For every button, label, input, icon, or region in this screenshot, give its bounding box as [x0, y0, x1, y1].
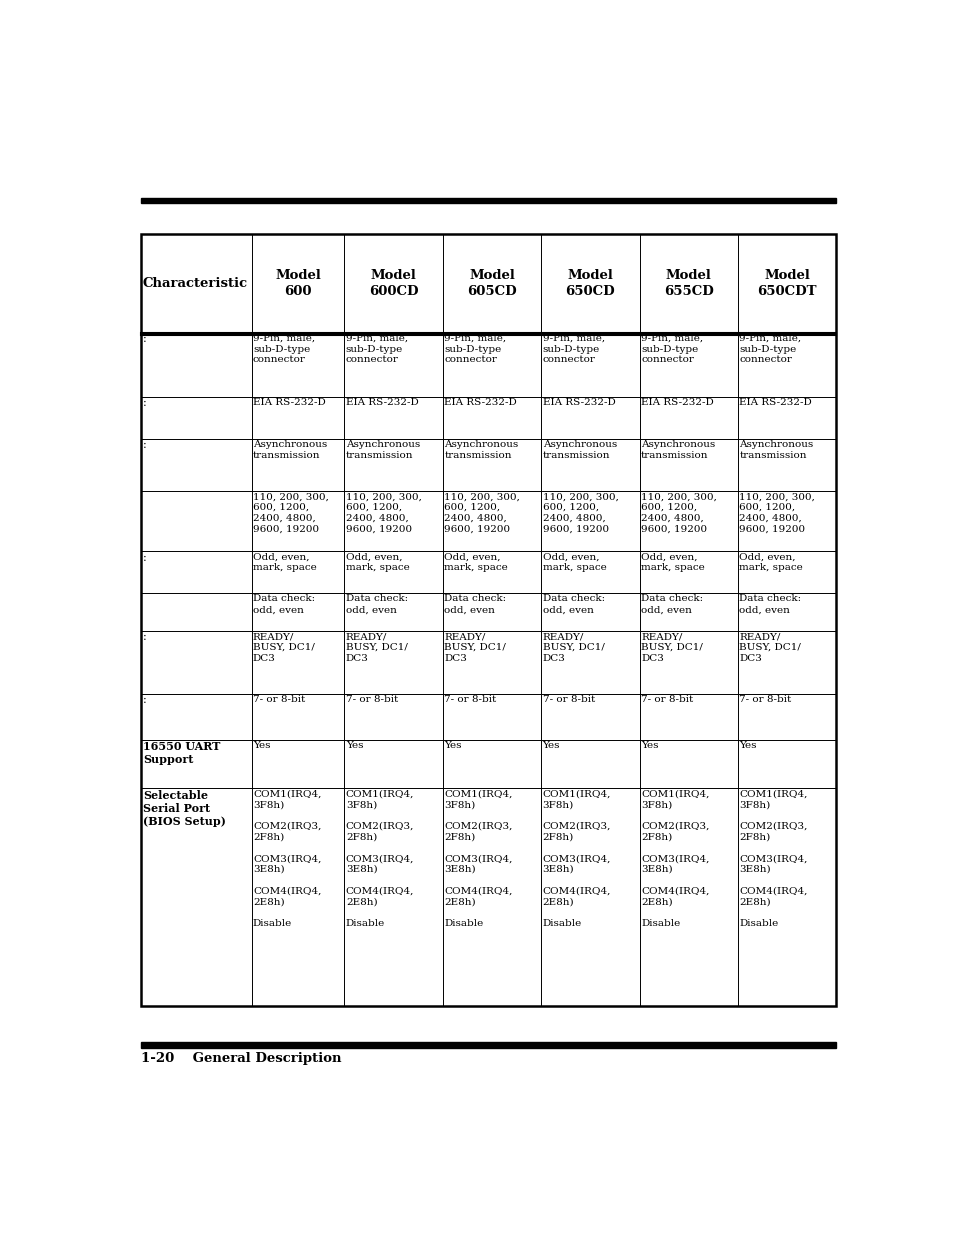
- Text: Yes: Yes: [345, 741, 363, 750]
- Text: Model
650CD: Model 650CD: [565, 269, 615, 298]
- Text: READY/
BUSY, DC1/
DC3: READY/ BUSY, DC1/ DC3: [253, 632, 314, 663]
- Text: 7- or 8-bit: 7- or 8-bit: [444, 695, 496, 704]
- Text: 110, 200, 300,
600, 1200,
2400, 4800,
9600, 19200: 110, 200, 300, 600, 1200, 2400, 4800, 96…: [739, 493, 815, 534]
- Text: EIA RS-232-D: EIA RS-232-D: [444, 399, 517, 408]
- Text: Data check:
odd, even: Data check: odd, even: [345, 594, 408, 614]
- Text: EIA RS-232-D: EIA RS-232-D: [253, 399, 325, 408]
- Text: 110, 200, 300,
600, 1200,
2400, 4800,
9600, 19200: 110, 200, 300, 600, 1200, 2400, 4800, 96…: [444, 493, 519, 534]
- Text: 9-Pin, male,
sub-D-type
connector: 9-Pin, male, sub-D-type connector: [739, 333, 801, 364]
- Text: Yes: Yes: [739, 741, 756, 750]
- Text: Data check:
odd, even: Data check: odd, even: [253, 594, 314, 614]
- Text: Selectable
Serial Port
(BIOS Setup): Selectable Serial Port (BIOS Setup): [143, 789, 226, 827]
- Text: 9-Pin, male,
sub-D-type
connector: 9-Pin, male, sub-D-type connector: [640, 333, 702, 364]
- Text: 1-20    General Description: 1-20 General Description: [141, 1052, 341, 1066]
- Text: :: :: [143, 399, 147, 409]
- Bar: [141, 198, 836, 204]
- Text: Odd, even,
mark, space: Odd, even, mark, space: [345, 552, 409, 572]
- Text: COM1(IRQ4,
3F8h)

COM2(IRQ3,
2F8h)

COM3(IRQ4,
3E8h)

COM4(IRQ4,
2E8h)

Disable: COM1(IRQ4, 3F8h) COM2(IRQ3, 2F8h) COM3(I…: [640, 789, 709, 927]
- Text: COM1(IRQ4,
3F8h)

COM2(IRQ3,
2F8h)

COM3(IRQ4,
3E8h)

COM4(IRQ4,
2E8h)

Disable: COM1(IRQ4, 3F8h) COM2(IRQ3, 2F8h) COM3(I…: [444, 789, 512, 927]
- Text: Model
600CD: Model 600CD: [369, 269, 418, 298]
- Text: 110, 200, 300,
600, 1200,
2400, 4800,
9600, 19200: 110, 200, 300, 600, 1200, 2400, 4800, 96…: [253, 493, 329, 534]
- Text: Asynchronous
transmission: Asynchronous transmission: [253, 441, 327, 461]
- Text: Model
605CD: Model 605CD: [467, 269, 517, 298]
- Text: READY/
BUSY, DC1/
DC3: READY/ BUSY, DC1/ DC3: [739, 632, 801, 663]
- Text: :: :: [143, 441, 147, 451]
- Text: 110, 200, 300,
600, 1200,
2400, 4800,
9600, 19200: 110, 200, 300, 600, 1200, 2400, 4800, 96…: [542, 493, 618, 534]
- Text: COM1(IRQ4,
3F8h)

COM2(IRQ3,
2F8h)

COM3(IRQ4,
3E8h)

COM4(IRQ4,
2E8h)

Disable: COM1(IRQ4, 3F8h) COM2(IRQ3, 2F8h) COM3(I…: [253, 789, 321, 927]
- Text: :: :: [143, 333, 147, 345]
- Text: COM1(IRQ4,
3F8h)

COM2(IRQ3,
2F8h)

COM3(IRQ4,
3E8h)

COM4(IRQ4,
2E8h)

Disable: COM1(IRQ4, 3F8h) COM2(IRQ3, 2F8h) COM3(I…: [739, 789, 807, 927]
- Text: 110, 200, 300,
600, 1200,
2400, 4800,
9600, 19200: 110, 200, 300, 600, 1200, 2400, 4800, 96…: [345, 493, 421, 534]
- Text: EIA RS-232-D: EIA RS-232-D: [739, 399, 811, 408]
- Text: Odd, even,
mark, space: Odd, even, mark, space: [542, 552, 606, 572]
- Text: Yes: Yes: [640, 741, 658, 750]
- Text: Data check:
odd, even: Data check: odd, even: [444, 594, 506, 614]
- Bar: [141, 1042, 836, 1047]
- Text: Yes: Yes: [542, 741, 559, 750]
- Text: 7- or 8-bit: 7- or 8-bit: [345, 695, 397, 704]
- Text: Asynchronous
transmission: Asynchronous transmission: [640, 441, 715, 461]
- Text: 7- or 8-bit: 7- or 8-bit: [640, 695, 693, 704]
- Text: 7- or 8-bit: 7- or 8-bit: [253, 695, 305, 704]
- Text: Odd, even,
mark, space: Odd, even, mark, space: [640, 552, 704, 572]
- Text: Characteristic: Characteristic: [143, 277, 248, 290]
- Text: 7- or 8-bit: 7- or 8-bit: [739, 695, 791, 704]
- Text: Yes: Yes: [253, 741, 270, 750]
- Text: Odd, even,
mark, space: Odd, even, mark, space: [444, 552, 507, 572]
- Text: 110, 200, 300,
600, 1200,
2400, 4800,
9600, 19200: 110, 200, 300, 600, 1200, 2400, 4800, 96…: [640, 493, 716, 534]
- Text: COM1(IRQ4,
3F8h)

COM2(IRQ3,
2F8h)

COM3(IRQ4,
3E8h)

COM4(IRQ4,
2E8h)

Disable: COM1(IRQ4, 3F8h) COM2(IRQ3, 2F8h) COM3(I…: [542, 789, 610, 927]
- Text: READY/
BUSY, DC1/
DC3: READY/ BUSY, DC1/ DC3: [640, 632, 702, 663]
- Text: 9-Pin, male,
sub-D-type
connector: 9-Pin, male, sub-D-type connector: [444, 333, 506, 364]
- Text: EIA RS-232-D: EIA RS-232-D: [345, 399, 418, 408]
- Text: Model
600: Model 600: [274, 269, 320, 298]
- Text: EIA RS-232-D: EIA RS-232-D: [640, 399, 713, 408]
- Text: :: :: [143, 632, 147, 642]
- Text: 16550 UART
Support: 16550 UART Support: [143, 741, 220, 766]
- Text: Data check:
odd, even: Data check: odd, even: [542, 594, 604, 614]
- Text: Asynchronous
transmission: Asynchronous transmission: [444, 441, 517, 461]
- Text: Odd, even,
mark, space: Odd, even, mark, space: [739, 552, 802, 572]
- Bar: [141, 233, 836, 1007]
- Text: :: :: [143, 552, 147, 563]
- Text: :: :: [143, 695, 147, 705]
- Text: Yes: Yes: [444, 741, 461, 750]
- Text: Asynchronous
transmission: Asynchronous transmission: [542, 441, 617, 461]
- Text: EIA RS-232-D: EIA RS-232-D: [542, 399, 615, 408]
- Text: Odd, even,
mark, space: Odd, even, mark, space: [253, 552, 316, 572]
- Text: Asynchronous
transmission: Asynchronous transmission: [345, 441, 419, 461]
- Text: 9-Pin, male,
sub-D-type
connector: 9-Pin, male, sub-D-type connector: [542, 333, 604, 364]
- Text: READY/
BUSY, DC1/
DC3: READY/ BUSY, DC1/ DC3: [542, 632, 604, 663]
- Text: READY/
BUSY, DC1/
DC3: READY/ BUSY, DC1/ DC3: [345, 632, 407, 663]
- Text: 9-Pin, male,
sub-D-type
connector: 9-Pin, male, sub-D-type connector: [345, 333, 408, 364]
- Text: 7- or 8-bit: 7- or 8-bit: [542, 695, 595, 704]
- Text: READY/
BUSY, DC1/
DC3: READY/ BUSY, DC1/ DC3: [444, 632, 505, 663]
- Text: Data check:
odd, even: Data check: odd, even: [739, 594, 801, 614]
- Text: Asynchronous
transmission: Asynchronous transmission: [739, 441, 813, 461]
- Text: Model
655CD: Model 655CD: [663, 269, 713, 298]
- Text: Data check:
odd, even: Data check: odd, even: [640, 594, 702, 614]
- Text: COM1(IRQ4,
3F8h)

COM2(IRQ3,
2F8h)

COM3(IRQ4,
3E8h)

COM4(IRQ4,
2E8h)

Disable: COM1(IRQ4, 3F8h) COM2(IRQ3, 2F8h) COM3(I…: [345, 789, 414, 927]
- Text: Model
650CDT: Model 650CDT: [757, 269, 816, 298]
- Text: 9-Pin, male,
sub-D-type
connector: 9-Pin, male, sub-D-type connector: [253, 333, 314, 364]
